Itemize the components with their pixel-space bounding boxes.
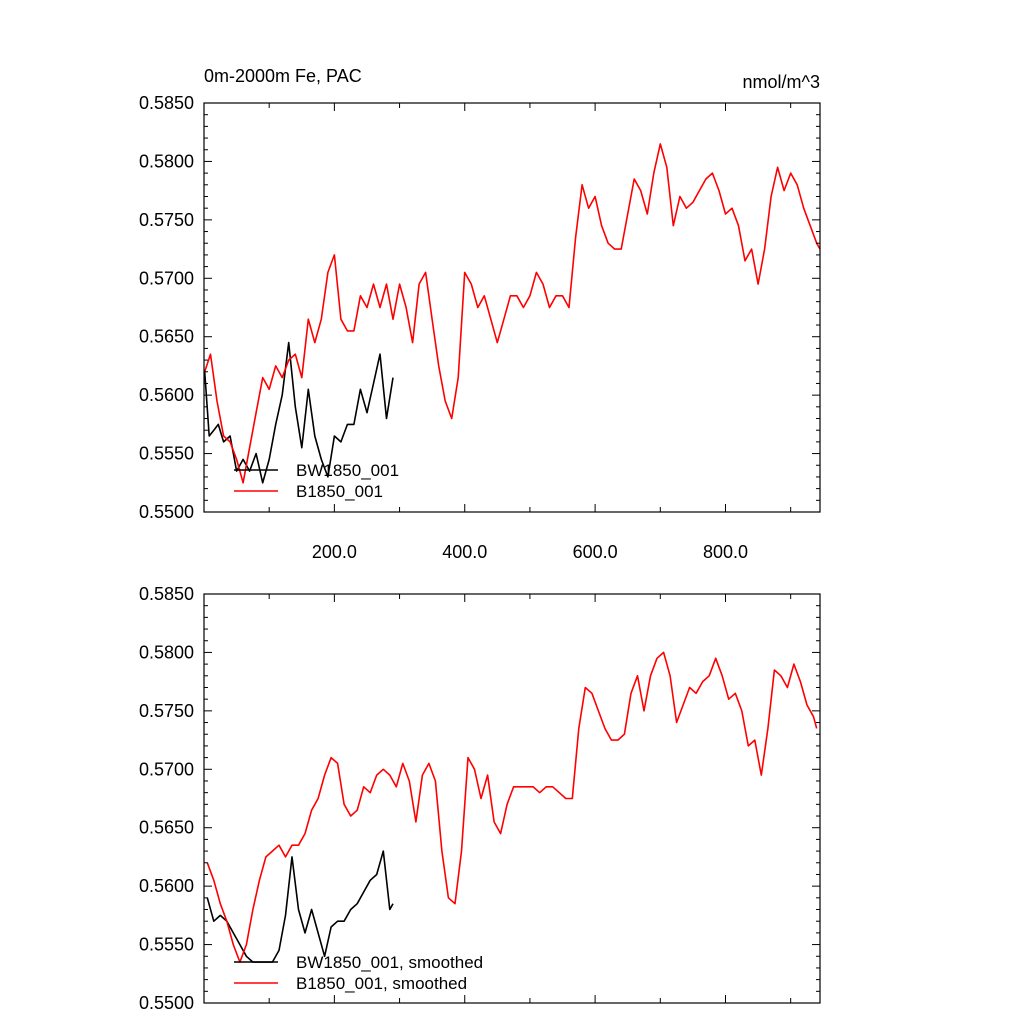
y-tick-label: 0.5800 — [139, 642, 194, 662]
plot-frame — [203, 593, 821, 1004]
y-tick-label: 0.5500 — [139, 502, 194, 522]
y-tick-label: 0.5600 — [139, 876, 194, 896]
y-tick-label: 0.5550 — [139, 935, 194, 955]
y-tick-label: 0.5750 — [139, 701, 194, 721]
y-tick-label: 0.5750 — [139, 210, 194, 230]
x-tick-label: 400.0 — [442, 542, 487, 562]
legend-label: BW1850_001 — [296, 461, 399, 480]
chart-title: 0m-2000m Fe, PAC — [204, 66, 362, 86]
legend-label: BW1850_001, smoothed — [296, 953, 483, 972]
y-tick-label: 0.5600 — [139, 385, 194, 405]
plot-frame — [203, 102, 821, 513]
x-tick-label: 600.0 — [573, 542, 618, 562]
series-line-bw1850-001 — [203, 341, 394, 484]
top-panel: 0m-2000m Fe, PAC nmol/m^3 0.5850 0.5800 0.… — [139, 66, 821, 562]
y-tick-label: 0.5800 — [139, 151, 194, 171]
y-tick-label: 0.5850 — [139, 93, 194, 113]
series-line-bw1850-001-smoothed — [206, 850, 394, 963]
bottom-panel: 0.5850 0.5800 0.5750 0.5700 0.5650 0.5600 0.55… — [139, 584, 821, 1013]
units-label: nmol/m^3 — [743, 72, 820, 92]
y-tick-label: 0.5650 — [139, 327, 194, 347]
x-tick-label: 200.0 — [312, 542, 357, 562]
y-tick-label: 0.5550 — [139, 444, 194, 464]
y-tick-label: 0.5700 — [139, 268, 194, 288]
legend-label: B1850_001 — [296, 482, 383, 501]
series-line-b1850-001-smoothed — [206, 651, 818, 963]
legend-label: B1850_001, smoothed — [296, 974, 467, 993]
series-line-b1850-001 — [203, 143, 821, 484]
x-tick-label: 800.0 — [703, 542, 748, 562]
y-tick-label: 0.5700 — [139, 759, 194, 779]
y-tick-label: 0.5500 — [139, 993, 194, 1013]
y-tick-label: 0.5850 — [139, 584, 194, 604]
y-tick-label: 0.5650 — [139, 818, 194, 838]
